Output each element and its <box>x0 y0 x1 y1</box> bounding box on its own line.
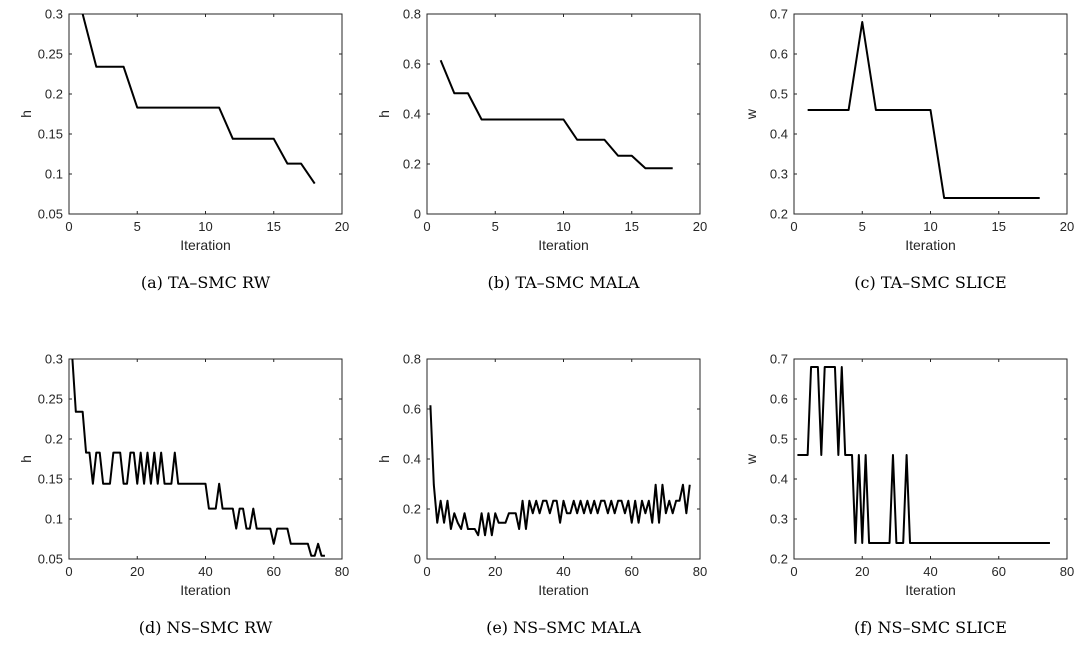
x-tick-label: 0 <box>65 219 72 234</box>
panel-caption: (e) NS–SMC MALA <box>486 618 641 637</box>
chart-panel: 0 20 40 60 80 0.2 0.3 0.4 0.5 0.6 0.7 Iteration w (f)… <box>743 352 1074 638</box>
y-tick-label: 0.1 <box>45 167 63 182</box>
y-tick-label: 0.6 <box>770 47 788 62</box>
y-tick-label: 0.8 <box>403 352 421 367</box>
y-tick-label: 0.2 <box>45 87 63 102</box>
x-tick-label: 0 <box>423 219 430 234</box>
y-tick-label: 0.8 <box>403 7 421 22</box>
x-tick-label: 10 <box>923 219 937 234</box>
y-tick-label: 0.15 <box>38 472 63 487</box>
chart-panel: 0 20 40 60 80 0.05 0.1 0.15 0.2 0.25 0.3 Iteration h… <box>18 352 349 638</box>
x-tick-label: 10 <box>556 219 570 234</box>
y-tick-label: 0.2 <box>770 207 788 222</box>
y-tick-label: 0.3 <box>45 7 63 22</box>
x-axis-label: Iteration <box>905 582 956 598</box>
x-axis-label: Iteration <box>180 582 231 598</box>
x-tick-label: 20 <box>1060 219 1074 234</box>
y-tick-label: 0.6 <box>403 402 421 417</box>
y-tick-label: 0.4 <box>770 472 788 487</box>
x-axis-label: Iteration <box>538 582 589 598</box>
y-axis-label: h <box>18 110 34 118</box>
x-tick-label: 15 <box>267 219 281 234</box>
y-tick-label: 0.25 <box>38 47 63 62</box>
x-tick-label: 0 <box>65 564 72 579</box>
y-tick-label: 0.05 <box>38 207 63 222</box>
x-tick-label: 0 <box>790 219 797 234</box>
axes-box <box>69 14 342 214</box>
y-tick-label: 0.3 <box>45 352 63 367</box>
y-tick-label: 0.3 <box>770 167 788 182</box>
x-tick-label: 80 <box>335 564 349 579</box>
y-axis-label: h <box>376 455 392 463</box>
x-tick-label: 40 <box>198 564 212 579</box>
x-axis-label: Iteration <box>905 237 956 253</box>
x-tick-label: 0 <box>790 564 797 579</box>
x-tick-label: 5 <box>859 219 866 234</box>
x-tick-label: 5 <box>492 219 499 234</box>
y-tick-label: 0.2 <box>403 502 421 517</box>
panel-caption: (d) NS–SMC RW <box>139 618 273 637</box>
y-tick-label: 0 <box>414 207 421 222</box>
y-tick-label: 0 <box>414 552 421 567</box>
chart-panel: 0 5 10 15 20 0.05 0.1 0.15 0.2 0.25 0.3 Iteration h (… <box>18 7 349 293</box>
x-axis-label: Iteration <box>538 237 589 253</box>
x-tick-label: 0 <box>423 564 430 579</box>
panel-caption: (c) TA–SMC SLICE <box>854 273 1006 292</box>
y-tick-label: 0.6 <box>770 392 788 407</box>
panel-caption: (f) NS–SMC SLICE <box>854 618 1007 637</box>
x-tick-label: 40 <box>556 564 570 579</box>
y-axis-label: w <box>743 108 759 120</box>
x-tick-label: 15 <box>625 219 639 234</box>
x-tick-label: 15 <box>992 219 1006 234</box>
panel-caption: (b) TA–SMC MALA <box>488 273 640 292</box>
x-tick-label: 20 <box>130 564 144 579</box>
x-tick-label: 20 <box>693 219 707 234</box>
y-axis-label: w <box>743 453 759 465</box>
y-tick-label: 0.4 <box>403 107 421 122</box>
axes-box <box>427 14 700 214</box>
y-tick-label: 0.2 <box>403 157 421 172</box>
chart-panel: 0 20 40 60 80 0 0.2 0.4 0.6 0.8 Iteration h (e) NS–S… <box>376 352 707 638</box>
y-tick-label: 0.4 <box>770 127 788 142</box>
x-tick-label: 20 <box>488 564 502 579</box>
chart-panel: 0 5 10 15 20 0 0.2 0.4 0.6 0.8 Iteration h (b) TA–SM… <box>376 7 707 293</box>
axes-box <box>69 359 342 559</box>
y-tick-label: 0.2 <box>770 552 788 567</box>
y-tick-label: 0.5 <box>770 87 788 102</box>
y-tick-label: 0.2 <box>45 432 63 447</box>
x-tick-label: 60 <box>267 564 281 579</box>
y-tick-label: 0.25 <box>38 392 63 407</box>
x-tick-label: 10 <box>198 219 212 234</box>
y-axis-label: h <box>376 110 392 118</box>
x-tick-label: 40 <box>923 564 937 579</box>
y-tick-label: 0.3 <box>770 512 788 527</box>
x-tick-label: 80 <box>693 564 707 579</box>
x-tick-label: 20 <box>855 564 869 579</box>
chart-panel: 0 5 10 15 20 0.2 0.3 0.4 0.5 0.6 0.7 Iteration w (c) … <box>743 7 1074 293</box>
x-tick-label: 60 <box>992 564 1006 579</box>
x-tick-label: 5 <box>134 219 141 234</box>
y-tick-label: 0.6 <box>403 57 421 72</box>
y-axis-label: h <box>18 455 34 463</box>
x-tick-label: 80 <box>1060 564 1074 579</box>
y-tick-label: 0.7 <box>770 7 788 22</box>
y-tick-label: 0.4 <box>403 452 421 467</box>
x-tick-label: 60 <box>625 564 639 579</box>
y-tick-label: 0.1 <box>45 512 63 527</box>
panel-caption: (a) TA–SMC RW <box>141 273 271 292</box>
y-tick-label: 0.7 <box>770 352 788 367</box>
x-tick-label: 20 <box>335 219 349 234</box>
x-axis-label: Iteration <box>180 237 231 253</box>
y-tick-label: 0.05 <box>38 552 63 567</box>
y-tick-label: 0.15 <box>38 127 63 142</box>
y-tick-label: 0.5 <box>770 432 788 447</box>
